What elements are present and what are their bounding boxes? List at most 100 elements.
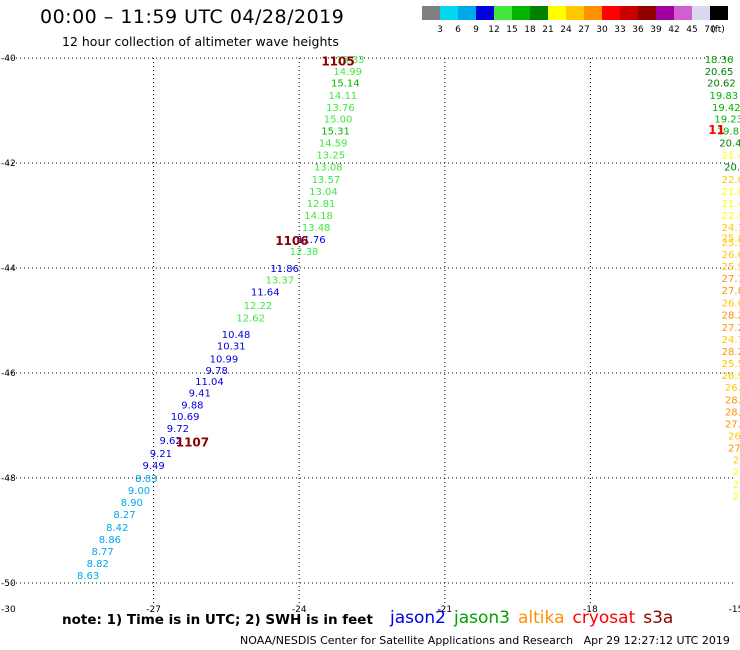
wave-height-point: 2 bbox=[733, 468, 739, 479]
wave-height-point: 19.83 bbox=[710, 91, 739, 102]
wave-height-point: 25.55 bbox=[722, 238, 740, 249]
y-tick-label: -40 bbox=[1, 54, 16, 64]
orbit-label: 1106 bbox=[275, 234, 308, 248]
wave-height-point: 15.00 bbox=[324, 114, 353, 125]
wave-height-point: 9.00 bbox=[128, 486, 150, 497]
colorbar-label: 36 bbox=[632, 25, 644, 35]
wave-height-point: 2 bbox=[733, 456, 739, 467]
colorbar-swatch bbox=[458, 6, 476, 20]
x-tick-label: -21 bbox=[437, 605, 452, 615]
wave-height-point: 11.04 bbox=[195, 377, 224, 388]
wave-height-point: 19.42 bbox=[712, 103, 740, 114]
wave-height-point: 14.11 bbox=[329, 91, 358, 102]
colorbar-label: 6 bbox=[455, 25, 461, 35]
wave-height-point: 28.6 bbox=[725, 407, 740, 418]
colorbar-swatch bbox=[512, 6, 530, 20]
legend-entry-cryosat: cryosat bbox=[572, 608, 636, 628]
colorbar-swatch bbox=[530, 6, 548, 20]
wave-height-point: 8.86 bbox=[99, 535, 121, 546]
colorbar-swatch bbox=[494, 6, 512, 20]
wave-height-point: 9.41 bbox=[189, 388, 211, 399]
colorbar-label: 39 bbox=[650, 25, 662, 35]
wave-height-point: 13.08 bbox=[314, 163, 343, 174]
y-tick-label: -46 bbox=[1, 369, 16, 379]
colorbar-label: 30 bbox=[596, 25, 608, 35]
wave-height-point: 2 bbox=[733, 480, 739, 491]
wave-height-point: 11.86 bbox=[270, 264, 299, 275]
legend-entry-jason3: jason3 bbox=[454, 608, 510, 628]
units-note: note: 1) Time is in UTC; 2) SWH is in fe… bbox=[62, 612, 373, 628]
colorbar: 3 6 9 12 15 18 21 24 27 30 33 36 39 42 45 70(ft) bbox=[422, 6, 728, 35]
orbit-label: 11 bbox=[708, 123, 725, 137]
wave-height-point: 13.57 bbox=[312, 175, 341, 186]
wave-height-point: 25.50 bbox=[722, 359, 740, 370]
wave-height-point: 21.87 bbox=[722, 187, 740, 198]
wave-height-point: 8.77 bbox=[92, 547, 114, 558]
wave-height-point: 24.10 bbox=[722, 223, 740, 234]
y-tick-label: -42 bbox=[1, 159, 16, 169]
y-tick-label: -48 bbox=[1, 474, 16, 484]
colorbar-unit: (ft) bbox=[711, 25, 725, 35]
wave-height-point: 20.62 bbox=[724, 163, 740, 174]
wave-height-point: 8.63 bbox=[77, 571, 99, 582]
wave-height-point: 19.23 bbox=[714, 114, 740, 125]
wave-height-point: 18.36 bbox=[705, 55, 734, 66]
wave-height-point: 12.38 bbox=[290, 247, 319, 258]
colorbar-swatch bbox=[548, 6, 566, 20]
colorbar-label: 27 bbox=[578, 25, 589, 35]
wave-height-point: 28.23 bbox=[722, 311, 740, 322]
wave-height-point: 27.18 bbox=[722, 274, 740, 285]
colorbar-swatch bbox=[674, 6, 692, 20]
colorbar-swatch bbox=[476, 6, 494, 20]
wave-height-point: 13.25 bbox=[316, 151, 345, 162]
x-tick-label: -24 bbox=[292, 605, 307, 615]
wave-height-point: 20.44 bbox=[719, 139, 740, 150]
wave-height-point: 21.41 bbox=[722, 199, 740, 210]
wave-height-point: 26.61 bbox=[722, 250, 740, 261]
wave-height-point: 14.99 bbox=[333, 67, 362, 78]
wave-height-point: 15.14 bbox=[331, 79, 360, 90]
wave-height-point: 13.33 bbox=[336, 55, 365, 66]
colorbar-swatch bbox=[638, 6, 656, 20]
colorbar-label: 70 bbox=[704, 25, 716, 35]
wave-height-point: 27.1 bbox=[725, 419, 740, 430]
wave-height-point: 9.72 bbox=[167, 424, 189, 435]
wave-height-point: 21.44 bbox=[722, 151, 740, 162]
wave-height-point: 9.78 bbox=[206, 366, 228, 377]
wave-height-point: 11.76 bbox=[297, 235, 326, 246]
x-tick-label: -27 bbox=[146, 605, 161, 615]
colorbar-swatch bbox=[602, 6, 620, 20]
wave-height-point: 20.65 bbox=[705, 67, 734, 78]
wave-height-point: 27.86 bbox=[722, 286, 740, 297]
wave-height-point: 8.27 bbox=[113, 510, 135, 521]
wave-height-point: 25.85 bbox=[722, 234, 740, 245]
colorbar-label: 33 bbox=[614, 25, 625, 35]
credit-line: NOAA/NESDIS Center for Satellite Applica… bbox=[240, 634, 730, 647]
wave-height-point: 27. bbox=[728, 444, 740, 455]
legend-entry-altika: altika bbox=[518, 608, 565, 628]
wave-height-point: 8.82 bbox=[87, 559, 109, 570]
wave-height-point: 26.94 bbox=[722, 371, 740, 382]
colorbar-label: 18 bbox=[524, 25, 536, 35]
colorbar-swatch bbox=[440, 6, 458, 20]
wave-height-point: 13.76 bbox=[326, 103, 355, 114]
wave-height-point: 26. bbox=[728, 431, 740, 442]
x-tick-label: -15 bbox=[729, 605, 740, 615]
wave-height-point: 14.18 bbox=[304, 211, 333, 222]
chart-subtitle: 12 hour collection of altimeter wave hei… bbox=[62, 34, 339, 49]
wave-height-point: 2 bbox=[733, 492, 739, 503]
wave-height-point: 8.90 bbox=[121, 498, 143, 509]
wave-height-point: 28.22 bbox=[722, 347, 740, 358]
wave-height-point: 25.99 bbox=[722, 262, 740, 273]
wave-height-point: 11.64 bbox=[251, 288, 280, 299]
x-tick-label: -18 bbox=[583, 605, 598, 615]
chart-title: 00:00 – 11:59 UTC 04/28/2019 bbox=[40, 6, 345, 28]
wave-height-point: 12.22 bbox=[244, 301, 273, 312]
wave-height-point: 19.82 bbox=[717, 126, 740, 137]
wave-height-point: 20.62 bbox=[707, 79, 736, 90]
wave-height-point: 9.62 bbox=[159, 436, 181, 447]
orbit-label: 1105 bbox=[321, 55, 354, 69]
colorbar-label: 9 bbox=[473, 25, 479, 35]
wave-height-point: 22.45 bbox=[722, 211, 740, 222]
